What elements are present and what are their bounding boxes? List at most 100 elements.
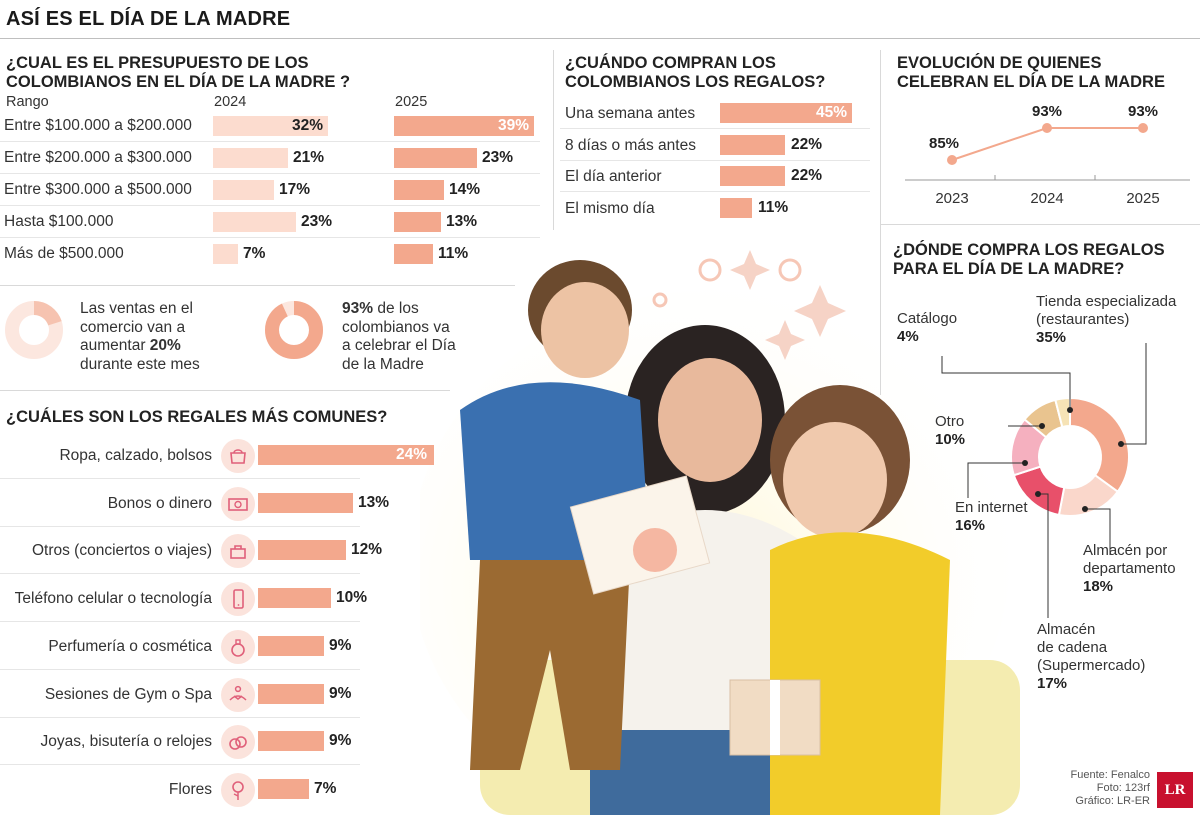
evolution-year: 2024 xyxy=(1030,190,1063,207)
yoga-icon xyxy=(221,677,255,712)
donut-leader-dot xyxy=(1039,423,1045,429)
budget-value-2025: 13% xyxy=(446,213,478,230)
when-value: 22% xyxy=(791,135,823,153)
where-donut-chart xyxy=(941,343,1147,618)
budget-bar-2025 xyxy=(394,116,534,136)
gift-bar xyxy=(258,731,324,752)
when-bar xyxy=(720,103,852,123)
donut-leader-line xyxy=(1085,508,1111,555)
gift-label: Ropa, calzado, bolsos xyxy=(59,447,212,464)
budget-col-2025: 2025 xyxy=(395,94,428,110)
when-row-divider xyxy=(560,159,870,161)
budget-label: Hasta $100.000 xyxy=(4,213,114,230)
gift-value: 13% xyxy=(358,493,390,511)
handbag-icon xyxy=(221,439,255,473)
budget-col-range: Rango xyxy=(6,94,49,110)
budget-value-2024: 21% xyxy=(293,149,325,166)
lr-logo: LR xyxy=(1157,772,1193,808)
gift-row-divider xyxy=(0,478,360,479)
donut-slice xyxy=(1069,396,1130,494)
when-label: Una semana antes xyxy=(565,105,696,122)
gift-bar xyxy=(258,445,434,465)
budget-bar-2024 xyxy=(213,212,296,232)
when-bar xyxy=(720,197,752,218)
budget-title: ¿CUAL ES EL PRESUPUESTO DE LOS COLOMBIAN… xyxy=(6,54,351,91)
where-title: ¿DÓNDE COMPRA LOS REGALOS PARA EL DÍA DE… xyxy=(893,241,1165,278)
gift-value: 7% xyxy=(314,779,337,797)
gift-bar xyxy=(258,778,309,799)
donut-leader-dot xyxy=(1067,407,1073,413)
gift-label: Sesiones de Gym o Spa xyxy=(44,685,212,703)
money-icon xyxy=(221,486,255,521)
evolution-point xyxy=(1042,123,1052,133)
when-bar xyxy=(720,166,785,186)
budget-bar-2024 xyxy=(213,116,328,136)
budget-value-2024: 7% xyxy=(243,245,266,262)
budget-bar-2024 xyxy=(213,244,238,264)
celebrate-donut xyxy=(265,301,323,359)
rose-icon xyxy=(221,772,255,807)
donut-slice xyxy=(1054,396,1071,429)
label-tienda: Tienda especializada (restaurantes) 35% xyxy=(1036,293,1177,346)
donut-leader-line xyxy=(941,356,1071,410)
budget-row-divider xyxy=(0,141,540,142)
budget-bar-2025 xyxy=(394,180,444,200)
budget-value-2024: 23% xyxy=(301,213,333,230)
evolution-point xyxy=(947,155,957,165)
budget-value-2024: 32% xyxy=(292,117,324,134)
gift-label: Teléfono celular o tecnología xyxy=(14,590,212,608)
budget-row-divider xyxy=(0,205,540,206)
label-otro: Otro 10% xyxy=(935,413,966,448)
when-value: 22% xyxy=(791,167,823,184)
donut-leader-line xyxy=(1038,493,1049,618)
label-departamento: Almacén por departamento 18% xyxy=(1083,542,1176,595)
when-bar xyxy=(720,134,785,155)
donut-leader-line xyxy=(967,462,1025,498)
budget-value-2025: 39% xyxy=(498,117,530,134)
donut-leader-dot xyxy=(1118,441,1124,447)
budget-value-2025: 11% xyxy=(438,245,469,262)
label-catalogo: Catálogo 4% xyxy=(897,310,958,345)
perfume-icon xyxy=(221,629,255,664)
travel-icon xyxy=(221,534,255,569)
gift-row-divider xyxy=(0,668,360,670)
budget-bar-2025 xyxy=(394,244,433,264)
evolution-value: 85% xyxy=(929,135,959,152)
when-label: 8 días o más antes xyxy=(565,136,696,154)
gift-value: 12% xyxy=(351,541,383,559)
budget-bar-2025 xyxy=(394,212,441,232)
title-divider xyxy=(0,38,1200,39)
gift-label: Flores xyxy=(168,780,212,798)
gift-bar xyxy=(258,635,324,656)
budget-value-2025: 23% xyxy=(482,149,514,166)
gift-label: Bonos o dinero xyxy=(107,494,212,512)
budget-bar-2025 xyxy=(394,148,477,168)
phone-icon xyxy=(221,582,255,617)
budget-bar-2024 xyxy=(213,148,288,168)
budget-label: Entre $100.000 a $200.000 xyxy=(4,117,192,134)
donut-leader-dot xyxy=(1035,491,1041,497)
budget-col-2024: 2024 xyxy=(214,94,247,110)
gift-value: 9% xyxy=(329,636,352,654)
donut-leader-dot xyxy=(1022,460,1028,466)
gift-row-divider xyxy=(0,621,360,623)
celebrate-fact: 93% de los colombianos va a celebrar el … xyxy=(342,300,456,373)
when-label: El mismo día xyxy=(565,199,655,217)
when-value: 45% xyxy=(816,104,848,121)
gift-value: 24% xyxy=(396,446,428,463)
gift-label: Otros (conciertos o viajes) xyxy=(31,542,212,560)
sales-fact: Las ventas en el comercio van a aumentar… xyxy=(80,300,200,373)
gift-value: 10% xyxy=(336,589,368,607)
budget-label: Más de $500.000 xyxy=(4,245,124,262)
rings-icon xyxy=(221,725,255,760)
when-title: ¿CUÁNDO COMPRAN LOS COLOMBIANOS LOS REGA… xyxy=(565,54,826,91)
budget-row-divider xyxy=(0,237,540,238)
gift-bar xyxy=(258,492,353,513)
gift-label: Joyas, bisutería o relojes xyxy=(40,733,212,751)
label-cadena: Almacén de cadena (Supermercado) 17% xyxy=(1037,621,1146,692)
gift-bar xyxy=(258,540,346,561)
donut-leader-line xyxy=(1121,343,1147,445)
gifts-title: ¿CUÁLES SON LOS REGALES MÁS COMUNES? xyxy=(6,408,388,426)
evolution-left-divider xyxy=(880,50,881,395)
evolution-point xyxy=(1138,123,1148,133)
